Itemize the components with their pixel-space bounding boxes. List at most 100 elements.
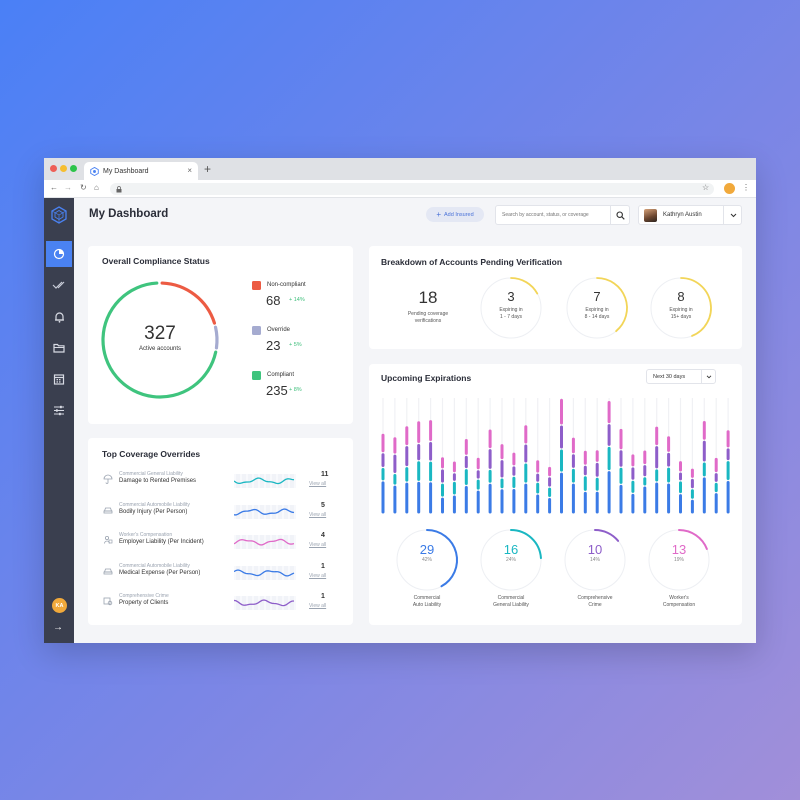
- pending-ring-line2: 8 - 14 days: [584, 313, 610, 320]
- browser-window: My Dashboard × + ← → ↻ ⌂ ☆ ⋮: [44, 158, 756, 643]
- legend-value-override: 23: [266, 338, 281, 353]
- expiration-ring-percent: 24%: [505, 557, 516, 563]
- add-insured-label: Add Insured: [444, 211, 474, 218]
- compliance-segment-0[interactable]: [160, 281, 217, 325]
- pending-ring-label: 3 Expiring in 1 - 7 days: [480, 289, 542, 321]
- compliance-segment-2[interactable]: [101, 281, 218, 399]
- page-title: My Dashboard: [89, 208, 169, 220]
- tab-close-icon[interactable]: ×: [187, 166, 192, 175]
- address-bar-row: ← → ↻ ⌂ ☆ ⋮: [44, 180, 756, 198]
- expirations-bar-chart: [381, 398, 730, 514]
- pending-ring-arc[interactable]: [680, 277, 712, 337]
- browser-menu-icon[interactable]: ⋮: [742, 183, 750, 192]
- sidebar-item-approvals[interactable]: [46, 272, 72, 298]
- car-icon: [103, 507, 113, 513]
- home-icon[interactable]: ⌂: [94, 183, 99, 192]
- tab-title: My Dashboard: [103, 167, 149, 175]
- car-icon: [103, 568, 113, 574]
- override-category: Commercial General Liability: [119, 471, 183, 477]
- bell-icon: [54, 312, 64, 323]
- folder-icon: [53, 343, 65, 353]
- expiration-ring-arc[interactable]: [426, 529, 458, 588]
- expiration-caption-line2: Crime: [588, 601, 602, 608]
- lock-icon: [116, 185, 122, 192]
- expand-sidebar-icon[interactable]: →: [53, 622, 63, 633]
- override-name: Employer Liability (Per Incident): [119, 539, 204, 545]
- override-category: Comprehensive Crime: [119, 593, 169, 599]
- new-tab-button[interactable]: +: [204, 162, 212, 176]
- override-count: 11: [321, 471, 329, 478]
- expirations-rings: [396, 529, 710, 591]
- range-select[interactable]: Next 30 days: [646, 369, 716, 384]
- overrides-card: Top Coverage Overrides Commercial Genera…: [88, 438, 353, 625]
- search-input[interactable]: [502, 212, 610, 218]
- maximize-window-dot[interactable]: [70, 165, 77, 172]
- sidebar-item-dashboard[interactable]: [46, 241, 72, 267]
- tab-favicon-icon: [90, 166, 99, 176]
- view-all-link[interactable]: View all: [309, 481, 327, 487]
- minimize-window-dot[interactable]: [60, 165, 67, 172]
- profile-avatar[interactable]: [724, 183, 735, 194]
- chevron-down-icon[interactable]: [730, 213, 737, 218]
- close-window-dot[interactable]: [50, 165, 57, 172]
- expiration-ring-arc[interactable]: [510, 529, 542, 560]
- expiration-caption-line1: Commercial: [497, 595, 525, 601]
- reload-icon[interactable]: ↻: [80, 183, 87, 192]
- override-count: 4: [321, 532, 325, 539]
- pending-ring-value: 7: [593, 289, 601, 304]
- override-sparkline: [234, 596, 296, 610]
- view-all-link[interactable]: View all: [309, 572, 327, 579]
- expiration-ring-arc[interactable]: [594, 529, 620, 542]
- user-avatar: [644, 209, 657, 222]
- expiration-ring-arc[interactable]: [678, 529, 708, 550]
- sidebar-item-documents[interactable]: [46, 335, 72, 361]
- main-content: My Dashboard + Add Insured Kathryn Austi…: [74, 198, 756, 643]
- dashboard-icon: [53, 248, 65, 260]
- pending-ring-arc[interactable]: [510, 277, 539, 295]
- user-name: Kathryn Austin: [663, 212, 702, 218]
- range-select-divider: [701, 370, 702, 383]
- view-all-link[interactable]: View all: [309, 542, 327, 548]
- pending-total-label-2: verifications: [414, 317, 442, 324]
- search-box: [495, 205, 630, 225]
- sidebar-item-calendar[interactable]: [46, 366, 72, 392]
- pending-ring-line2: 15+ days: [670, 313, 692, 320]
- sidebar-item-settings[interactable]: [46, 397, 72, 423]
- legend-delta-non-compliant: + 14%: [289, 297, 305, 303]
- expiration-ring-caption: Commercial Auto Liability: [396, 595, 458, 609]
- pending-title: Breakdown of Accounts Pending Verificati…: [381, 257, 563, 267]
- bookmark-star-icon[interactable]: ☆: [702, 183, 710, 192]
- view-all-link[interactable]: View all: [309, 511, 327, 518]
- pending-ring-arc[interactable]: [596, 277, 628, 333]
- expirations-card: Upcoming Expirations Next 30 days 29 42% C…: [369, 364, 742, 625]
- forward-icon[interactable]: →: [64, 183, 72, 192]
- expiration-caption-line2: Compensation: [662, 601, 696, 608]
- pending-ring-label: 8 Expiring in 15+ days: [650, 289, 712, 321]
- expiration-caption-line2: Auto Liability: [412, 601, 442, 608]
- override-count: 1: [321, 562, 325, 570]
- override-count: 1: [321, 593, 325, 600]
- legend-swatch-non-compliant: [252, 281, 261, 290]
- override-category: Commercial Automobile Liability: [119, 562, 190, 569]
- view-all-link[interactable]: View all: [309, 603, 327, 609]
- override-name: Medical Expense (Per Person): [119, 569, 201, 576]
- override-row: Commercial Automobile Liability Medical E…: [103, 563, 333, 589]
- pending-ring-line1: Expiring in: [499, 307, 523, 313]
- expirations-title: Upcoming Expirations: [381, 373, 472, 383]
- legend-label-override: Override: [267, 327, 291, 333]
- sidebar-user-avatar[interactable]: KA: [52, 598, 67, 613]
- sidebar-item-notifications[interactable]: [46, 304, 72, 330]
- user-menu[interactable]: Kathryn Austin: [638, 205, 742, 225]
- override-count: 5: [321, 501, 325, 509]
- compliance-title: Overall Compliance Status: [102, 256, 210, 266]
- add-insured-button[interactable]: + Add Insured: [426, 207, 484, 222]
- url-field[interactable]: [110, 183, 714, 195]
- pending-ring-line1: Expiring in: [585, 307, 609, 313]
- search-icon[interactable]: [616, 211, 625, 220]
- compliance-segment-1[interactable]: [213, 325, 219, 350]
- browser-tab[interactable]: My Dashboard ×: [84, 162, 198, 180]
- crime-icon: [103, 597, 113, 606]
- expiration-caption-line2: General Liability: [493, 601, 529, 608]
- override-row: Commercial Automobile Liability Bodily In…: [103, 502, 333, 528]
- back-icon[interactable]: ←: [50, 183, 58, 192]
